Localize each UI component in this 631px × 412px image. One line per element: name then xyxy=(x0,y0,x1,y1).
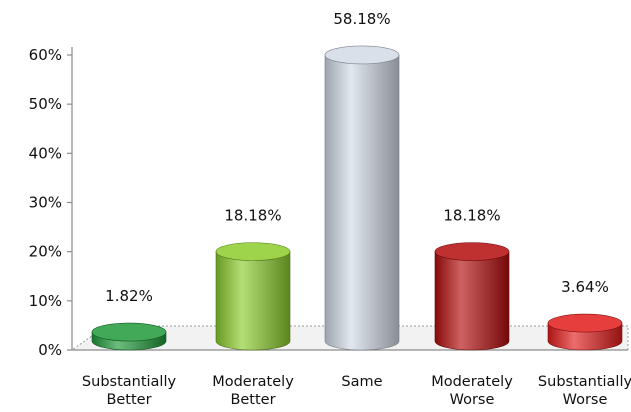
y-tick-label: 20% xyxy=(29,243,62,261)
bar xyxy=(547,313,623,351)
x-category-label: Moderately Worse xyxy=(431,374,513,408)
bars xyxy=(91,45,623,351)
bar xyxy=(434,242,510,351)
data-label: 3.64% xyxy=(561,278,609,296)
bar xyxy=(324,45,400,351)
y-tick-label: 60% xyxy=(29,46,62,64)
data-label: 1.82% xyxy=(105,287,153,305)
data-labels: 1.82% 18.18% 58.18% 18.18% 3.64% xyxy=(105,10,609,305)
y-axis: 0% 10% 20% 30% 40% 50% 60% xyxy=(29,46,628,359)
y-tick-label: 10% xyxy=(29,292,62,310)
x-axis-labels: Substantially Better Moderately Better Same M… xyxy=(82,374,631,408)
x-category-label: Moderately Better xyxy=(212,374,294,408)
bar xyxy=(91,322,167,351)
y-tick-label: 50% xyxy=(29,95,62,113)
data-label: 58.18% xyxy=(333,10,390,28)
x-category-label: Same xyxy=(341,374,382,390)
y-tick-label: 0% xyxy=(38,341,62,359)
data-label: 18.18% xyxy=(443,207,500,225)
x-category-label: Substantially Better xyxy=(82,374,177,408)
bar xyxy=(215,242,291,351)
y-tick-label: 40% xyxy=(29,144,62,162)
y-tick-label: 30% xyxy=(29,194,62,212)
data-label: 18.18% xyxy=(224,207,281,225)
x-category-label: Substantially Worse xyxy=(538,374,631,408)
